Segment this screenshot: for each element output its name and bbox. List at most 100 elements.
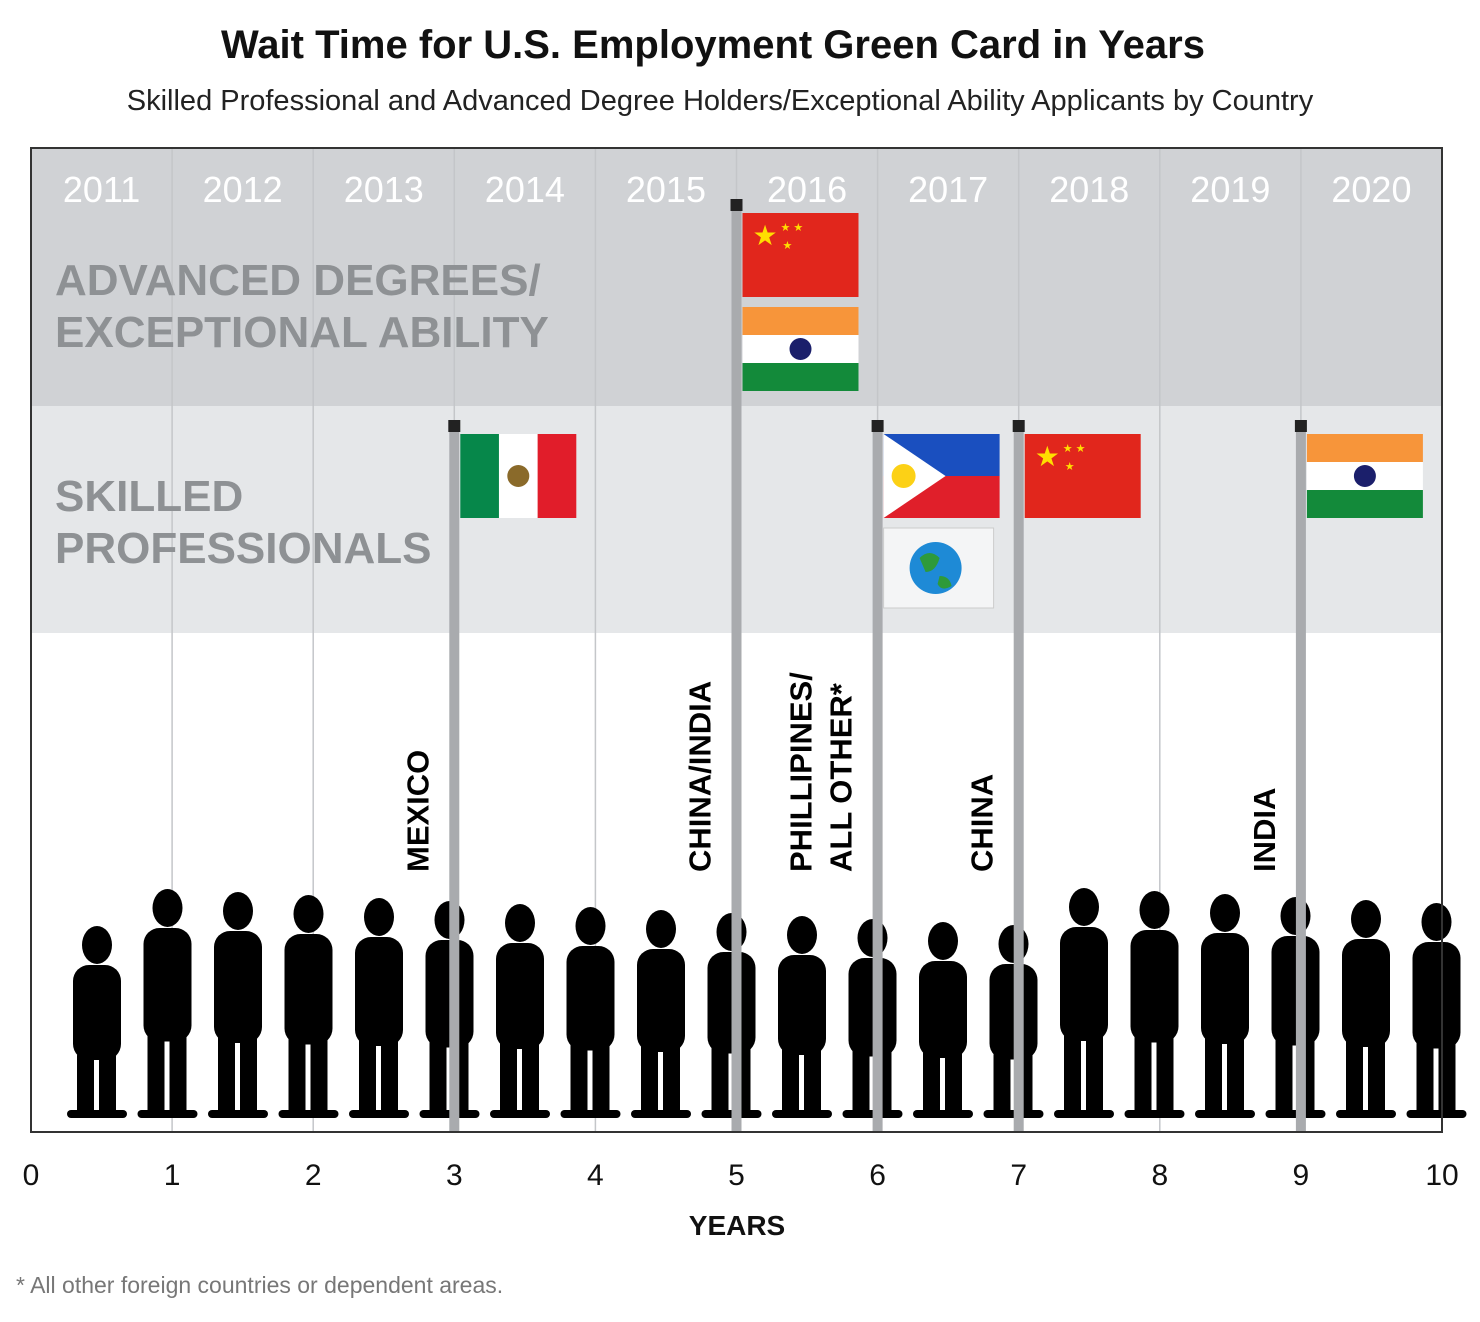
x-tick-label: 6 — [869, 1159, 886, 1192]
x-tick-label: 0 — [23, 1159, 40, 1192]
flag-philippines — [883, 434, 1000, 518]
person-torso — [848, 958, 897, 1057]
person-torso — [919, 961, 967, 1058]
person-leg — [429, 1036, 447, 1117]
x-tick-label: 7 — [1010, 1159, 1027, 1192]
person-silhouette — [1124, 891, 1185, 1118]
band-label: PROFESSIONALS — [55, 524, 432, 573]
flag-sun — [891, 464, 916, 488]
person-head — [928, 922, 958, 960]
person-feet — [137, 1110, 198, 1118]
flag-field — [742, 213, 859, 297]
x-axis-label: YEARS — [689, 1210, 785, 1241]
person-head — [223, 892, 253, 930]
x-tick-label: 5 — [728, 1159, 745, 1192]
person-head — [857, 919, 888, 957]
flag-globe — [883, 527, 995, 609]
person-leg — [1064, 1029, 1081, 1117]
person-leg — [1205, 1032, 1222, 1117]
year-label: 2016 — [767, 169, 847, 210]
person-head — [1210, 894, 1240, 932]
globe-land — [919, 553, 952, 589]
flag-star: ★ ★ — [1063, 443, 1086, 455]
person-silhouette — [208, 892, 268, 1118]
person-leg — [852, 1046, 870, 1117]
person-leg — [1227, 1032, 1244, 1117]
flag-india — [1306, 434, 1423, 518]
person-feet — [67, 1110, 127, 1118]
marker-label: INDIA — [1247, 788, 1282, 872]
x-tick-label: 9 — [1293, 1159, 1310, 1192]
person-feet — [631, 1110, 691, 1118]
person-feet — [1336, 1110, 1396, 1118]
plot-frame — [30, 147, 1443, 1133]
person-head — [152, 889, 183, 927]
person-head — [1069, 888, 1099, 926]
year-label: 2017 — [908, 169, 988, 210]
flagpole-cap — [448, 420, 461, 432]
person-torso — [637, 949, 685, 1052]
person-torso — [566, 946, 615, 1051]
person-feet — [560, 1110, 621, 1118]
flag-china: ★ ★ ★★ — [742, 213, 859, 297]
person-silhouette — [913, 922, 973, 1118]
person-head — [1421, 903, 1452, 941]
x-tick-label: 3 — [446, 1159, 463, 1192]
person-silhouette — [1336, 900, 1396, 1118]
chart-subtitle: Skilled Professional and Advanced Degree… — [127, 85, 1314, 117]
flag-emblem — [507, 465, 530, 487]
band-label: EXCEPTIONAL ABILITY — [55, 308, 549, 357]
person-feet — [1054, 1110, 1114, 1118]
marker-label: MEXICO — [400, 750, 435, 872]
person-feet — [842, 1110, 903, 1118]
flagpole-cap — [871, 420, 884, 432]
person-leg — [570, 1040, 588, 1117]
person-torso — [355, 937, 403, 1046]
person-silhouette — [631, 910, 691, 1118]
marker-label: CHINA/INDIA — [683, 681, 718, 872]
flagpole-cap — [1294, 420, 1307, 432]
flag-india — [742, 307, 859, 391]
flag-chakra — [1353, 465, 1376, 487]
person-head — [1351, 900, 1381, 938]
people-silhouettes — [67, 888, 1467, 1118]
person-leg — [1416, 1037, 1434, 1117]
person-feet — [208, 1110, 268, 1118]
flag-chakra — [789, 338, 812, 360]
flag-stripe — [742, 363, 859, 391]
person-torso — [1342, 939, 1390, 1047]
marker-label: PHILLIPINES/ — [784, 672, 819, 872]
person-torso — [1412, 942, 1461, 1049]
year-label: 2018 — [1049, 169, 1129, 210]
person-leg — [169, 1030, 187, 1117]
person-torso — [778, 955, 826, 1055]
person-feet — [1195, 1110, 1255, 1118]
flag-star: ★ ★ — [781, 222, 804, 234]
chart-title: Wait Time for U.S. Employment Green Card… — [221, 23, 1205, 67]
band-label: SKILLED — [55, 472, 243, 521]
person-feet — [1265, 1110, 1326, 1118]
flag-star: ★ — [1035, 441, 1060, 472]
x-tick-label: 2 — [305, 1159, 322, 1192]
x-tick-label: 1 — [164, 1159, 181, 1192]
person-leg — [240, 1031, 257, 1117]
person-silhouette — [1195, 894, 1255, 1118]
person-feet — [913, 1110, 973, 1118]
person-leg — [147, 1030, 165, 1117]
person-leg — [359, 1035, 376, 1117]
band-label: ADVANCED DEGREES/ — [55, 256, 541, 305]
person-silhouette — [560, 907, 621, 1118]
person-leg — [592, 1040, 610, 1117]
globe-icon — [909, 542, 962, 594]
person-head — [787, 916, 817, 954]
person-torso — [1271, 936, 1320, 1046]
year-label: 2011 — [63, 169, 140, 210]
person-torso — [284, 934, 333, 1045]
person-leg — [923, 1048, 940, 1117]
flagpole — [1295, 426, 1306, 1132]
person-leg — [641, 1041, 658, 1117]
flag-stripe — [537, 434, 577, 518]
person-silhouette — [1054, 888, 1114, 1118]
person-feet — [772, 1110, 832, 1118]
